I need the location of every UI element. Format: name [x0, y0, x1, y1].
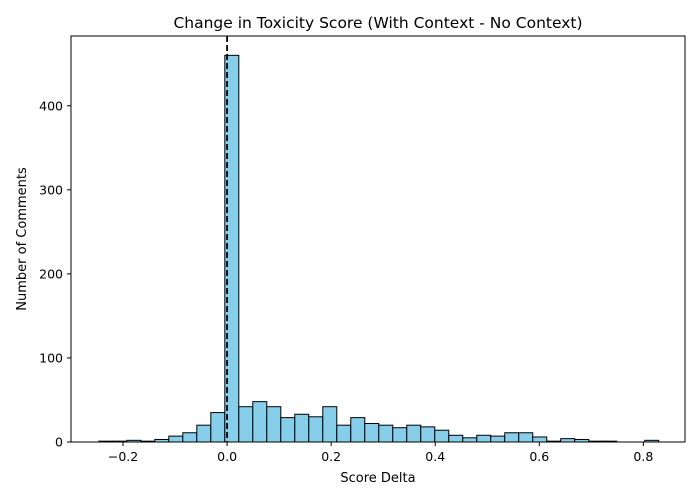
histogram-bar	[168, 435, 184, 443]
y-tick-label: 100	[39, 350, 63, 365]
histogram-bar	[350, 417, 366, 443]
histogram-bar	[560, 438, 576, 443]
histogram-bar	[252, 401, 268, 443]
y-tick-label: 200	[39, 266, 63, 281]
y-axis-ticks: 0 100 200 300 400	[39, 98, 71, 450]
chart-title: Change in Toxicity Score (With Context -…	[173, 14, 582, 32]
histogram-bar	[420, 426, 436, 443]
histogram-bar	[490, 435, 506, 443]
histogram-bar	[322, 406, 338, 443]
histogram-bar	[280, 417, 296, 443]
histogram-bar	[392, 427, 408, 443]
histogram-bar	[294, 413, 310, 443]
histogram-bar	[532, 436, 548, 443]
bars-group	[98, 54, 660, 443]
histogram-bar	[210, 412, 226, 443]
x-axis-ticks: −0.2 0.0 0.2 0.4 0.6 0.8	[108, 442, 653, 464]
x-tick-label: −0.2	[108, 449, 138, 464]
histogram-bar	[462, 437, 478, 443]
x-tick-label: 0.6	[529, 449, 549, 464]
x-tick-label: 0.4	[425, 449, 445, 464]
y-tick-label: 400	[39, 98, 63, 113]
histogram-bar	[448, 434, 464, 443]
histogram-bar	[504, 432, 520, 443]
histogram-bar	[266, 406, 282, 443]
x-tick-label: 0.0	[217, 449, 237, 464]
histogram-bar	[336, 424, 352, 443]
x-axis-label: Score Delta	[340, 471, 415, 486]
y-axis-label: Number of Comments	[15, 167, 30, 311]
histogram-bar	[364, 423, 380, 443]
histogram-bar	[182, 432, 198, 443]
y-tick-label: 300	[39, 182, 63, 197]
histogram-bar	[434, 429, 450, 443]
x-tick-label: 0.8	[633, 449, 653, 464]
histogram-bar	[308, 416, 324, 443]
histogram-bar	[378, 424, 394, 443]
x-tick-label: 0.2	[321, 449, 341, 464]
histogram-bar	[518, 432, 534, 443]
histogram-bar	[238, 406, 254, 443]
histogram-bar	[406, 424, 422, 443]
y-tick-label: 0	[55, 435, 63, 450]
plot-frame	[70, 35, 686, 443]
histogram-bar	[476, 434, 492, 443]
histogram-bar	[196, 424, 212, 443]
